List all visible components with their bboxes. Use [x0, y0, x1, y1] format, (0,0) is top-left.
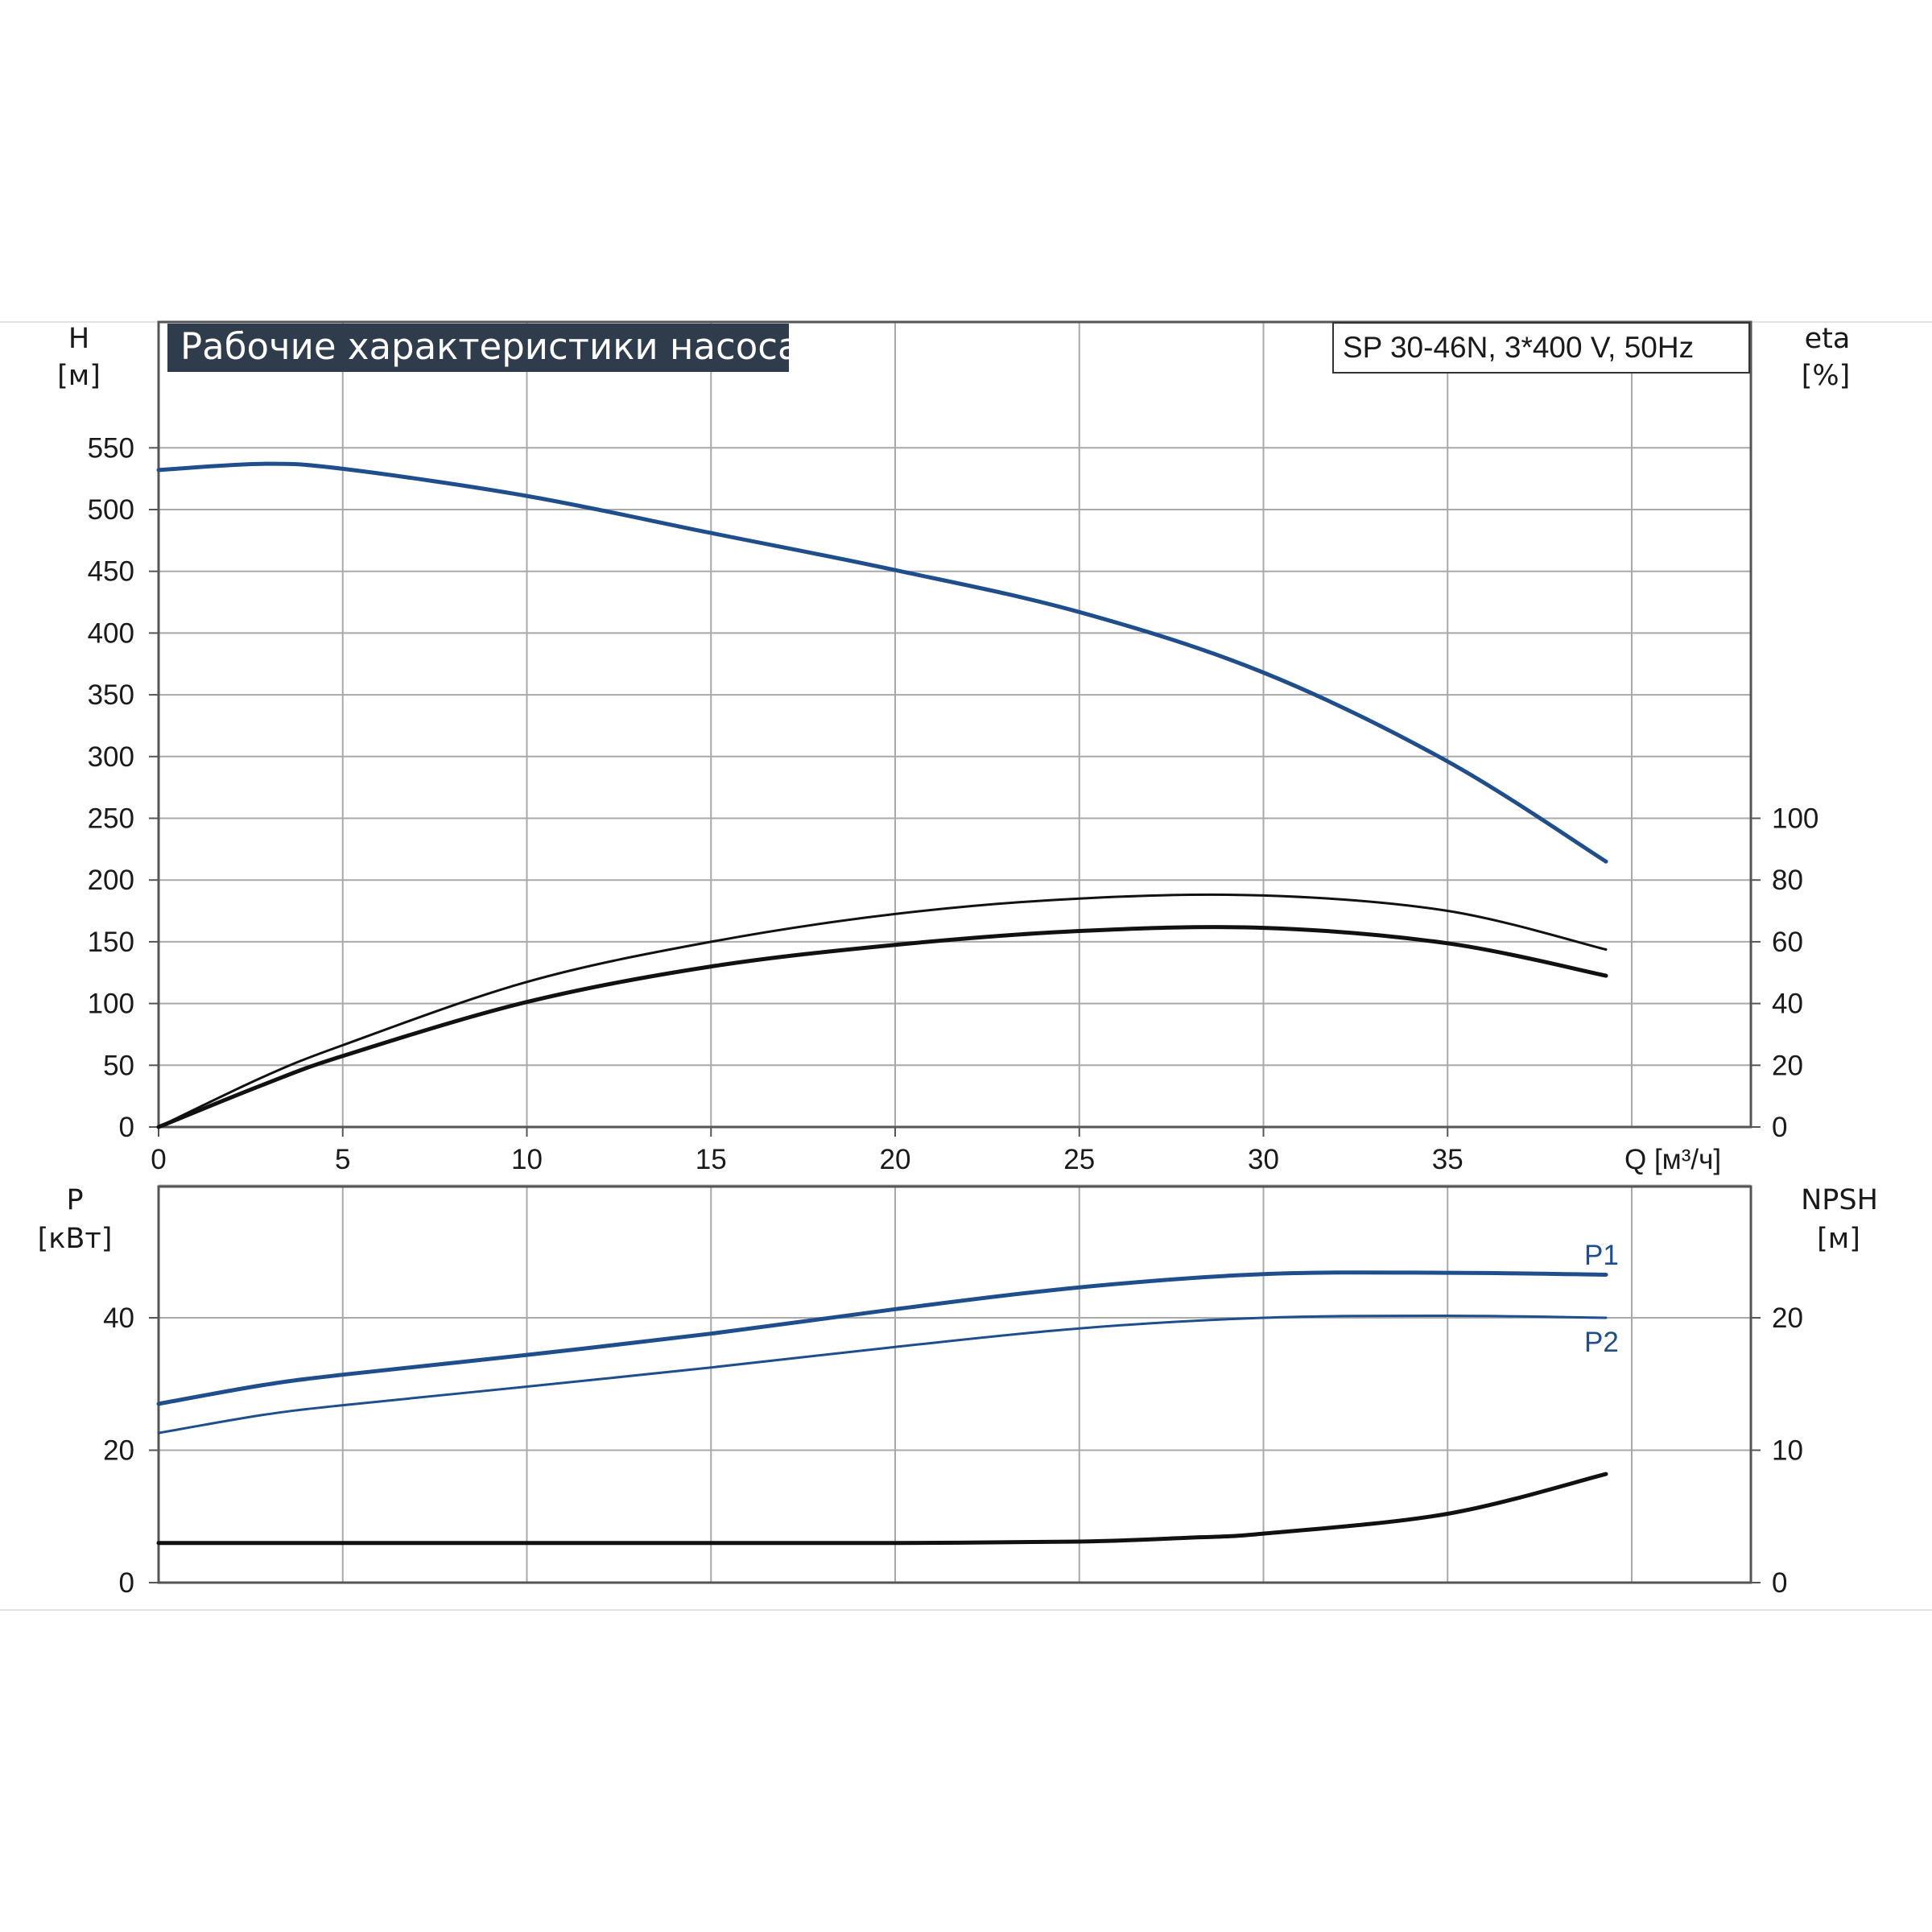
top-panel-series: [156, 461, 1608, 1129]
y-left-tick-label: 550: [88, 432, 134, 464]
y-right-unit-top: [%]: [1802, 360, 1851, 392]
bottom-panel-series: [156, 1270, 1608, 1546]
y-left-tick-label: 20: [103, 1435, 134, 1467]
y-left-tick-label: 350: [88, 679, 134, 711]
y-right-tick-label: 40: [1772, 989, 1803, 1020]
y-left-tick-label: 450: [88, 556, 134, 588]
y-right-tick-label: 0: [1772, 1567, 1787, 1599]
chart-title: Рабочие характеристики насоса: [180, 325, 800, 368]
top-panel-grid: [159, 322, 1751, 1127]
y-left-tick-label: 150: [88, 927, 134, 958]
y-left-tick-label: 200: [88, 865, 134, 896]
x-tick-label: 35: [1432, 1144, 1463, 1175]
y-left-tick-label: 0: [119, 1567, 134, 1599]
x-tick-label: 25: [1063, 1144, 1095, 1175]
x-tick-label: 20: [880, 1144, 911, 1175]
y-right-tick-label: 60: [1772, 927, 1803, 958]
y-right-title-top: eta: [1805, 323, 1851, 355]
x-tick-label: 10: [511, 1144, 543, 1175]
x-axis-label: Q [м³/ч]: [1624, 1144, 1721, 1175]
y-left-tick-label: 300: [88, 741, 134, 773]
y-left-tick-label: 400: [88, 617, 134, 649]
y-right-tick-label: 80: [1772, 865, 1803, 896]
y-left-tick-label: 250: [88, 803, 134, 835]
y-right-title-bottom: NPSH: [1801, 1184, 1878, 1216]
series-line-bottom-1: [157, 1314, 1608, 1435]
y-right-tick-label: 100: [1772, 803, 1818, 835]
series-line-top-1: [157, 893, 1608, 1129]
x-tick-label: 15: [696, 1144, 727, 1175]
y-left-tick-label: 500: [88, 494, 134, 526]
top-panel-ticks: 0501001502002503003504004505005500204060…: [88, 432, 1819, 1175]
x-tick-label: 5: [335, 1144, 350, 1175]
y-right-tick-label: 20: [1772, 1050, 1803, 1081]
series-line-bottom-0: [156, 1270, 1608, 1406]
bottom-panel-frame: [157, 1185, 1752, 1584]
series-line-top-2: [156, 925, 1608, 1129]
y-left-unit-bottom: [кВт]: [38, 1223, 113, 1255]
y-left-tick-label: 40: [103, 1302, 134, 1334]
series-label-p2: P2: [1584, 1327, 1619, 1358]
series-label-p1: P1: [1584, 1240, 1619, 1271]
series-line-bottom-2: [156, 1472, 1608, 1546]
top-panel-frame: [157, 320, 1752, 1129]
y-left-tick-label: 50: [103, 1050, 134, 1081]
y-left-title-bottom: P: [66, 1184, 83, 1216]
y-left-tick-label: 0: [119, 1112, 134, 1143]
x-tick-label: 30: [1248, 1144, 1279, 1175]
y-right-tick-label: 0: [1772, 1112, 1787, 1143]
chart-title-box: [167, 324, 789, 372]
y-left-tick-label: 100: [88, 989, 134, 1020]
y-right-tick-label: 10: [1772, 1435, 1803, 1467]
model-label: SP 30-46N, 3*400 V, 50Hz: [1343, 331, 1694, 364]
x-tick-label: 0: [151, 1144, 166, 1175]
y-left-title-top: H: [68, 323, 89, 355]
bottom-panel-ticks: 0 20 40 0 10 20: [103, 1302, 1803, 1599]
y-right-tick-label: 20: [1772, 1302, 1803, 1334]
bottom-panel-grid: [159, 1184, 1751, 1583]
y-right-unit-bottom: [м]: [1817, 1223, 1860, 1255]
y-left-unit-top: [м]: [57, 360, 101, 392]
series-line-top-0: [156, 461, 1608, 864]
model-label-box: [1332, 322, 1750, 374]
